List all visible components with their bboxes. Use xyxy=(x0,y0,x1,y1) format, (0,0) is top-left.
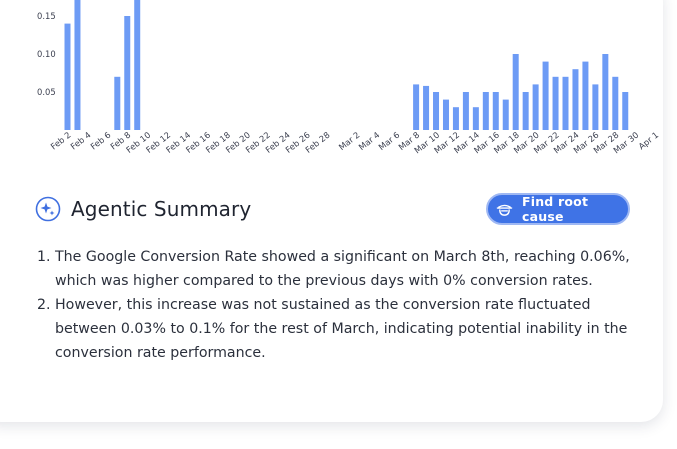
x-tick-label: Feb 4 xyxy=(69,130,93,152)
chart-bar[interactable] xyxy=(114,76,121,130)
chart-bar[interactable] xyxy=(612,76,619,130)
chart-bar[interactable] xyxy=(562,76,569,130)
chart-bar[interactable] xyxy=(592,84,599,130)
chart-bar[interactable] xyxy=(442,99,449,130)
y-tick-label: 0.10 xyxy=(37,49,56,59)
chart-bar[interactable] xyxy=(74,0,81,131)
chart-bar[interactable] xyxy=(512,54,519,130)
chart-bar[interactable] xyxy=(552,76,559,130)
x-tick-label: Feb 2 xyxy=(49,130,73,152)
chart-bar[interactable] xyxy=(532,84,539,130)
chart-bar[interactable] xyxy=(134,0,141,131)
find-root-cause-button[interactable]: Find root cause xyxy=(486,193,630,225)
x-tick-label: Apr 1 xyxy=(636,130,660,152)
summary-list: The Google Conversion Rate showed a sign… xyxy=(35,245,645,365)
chart-bar[interactable] xyxy=(602,54,609,130)
chart-bar[interactable] xyxy=(423,85,430,130)
x-tick-label: Mar 6 xyxy=(377,130,402,153)
x-tick-label: Mar 2 xyxy=(337,130,362,153)
chart-bar[interactable] xyxy=(433,92,440,130)
summary-item: The Google Conversion Rate showed a sign… xyxy=(55,245,645,293)
y-tick-label: 0.05 xyxy=(37,87,56,97)
sparkle-icon xyxy=(35,196,61,222)
summary-header: Agentic Summary Find root cause xyxy=(35,193,631,225)
chart-bar[interactable] xyxy=(124,16,131,130)
chart-bar[interactable] xyxy=(622,92,629,130)
y-tick-label: 0.15 xyxy=(37,11,56,21)
chart-bar[interactable] xyxy=(522,92,529,130)
detective-icon xyxy=(496,204,513,216)
chart-bar[interactable] xyxy=(472,107,479,130)
chart-bar[interactable] xyxy=(64,23,71,131)
chart-bar[interactable] xyxy=(492,92,499,130)
x-tick-label: Mar 4 xyxy=(357,130,382,153)
chart-bar[interactable] xyxy=(462,92,469,130)
chart-bar[interactable] xyxy=(582,61,589,130)
chart-bar[interactable] xyxy=(452,107,459,130)
find-root-cause-label: Find root cause xyxy=(521,194,589,224)
chart-bar[interactable] xyxy=(572,69,579,130)
chart-bar[interactable] xyxy=(502,99,509,130)
summary-item: However, this increase was not sustained… xyxy=(55,293,645,365)
chart-bar[interactable] xyxy=(413,84,420,130)
x-tick-label: Feb 6 xyxy=(88,130,112,152)
chart-bar[interactable] xyxy=(482,92,489,130)
chart-bar[interactable] xyxy=(542,61,549,130)
summary-title: Agentic Summary xyxy=(71,197,252,221)
